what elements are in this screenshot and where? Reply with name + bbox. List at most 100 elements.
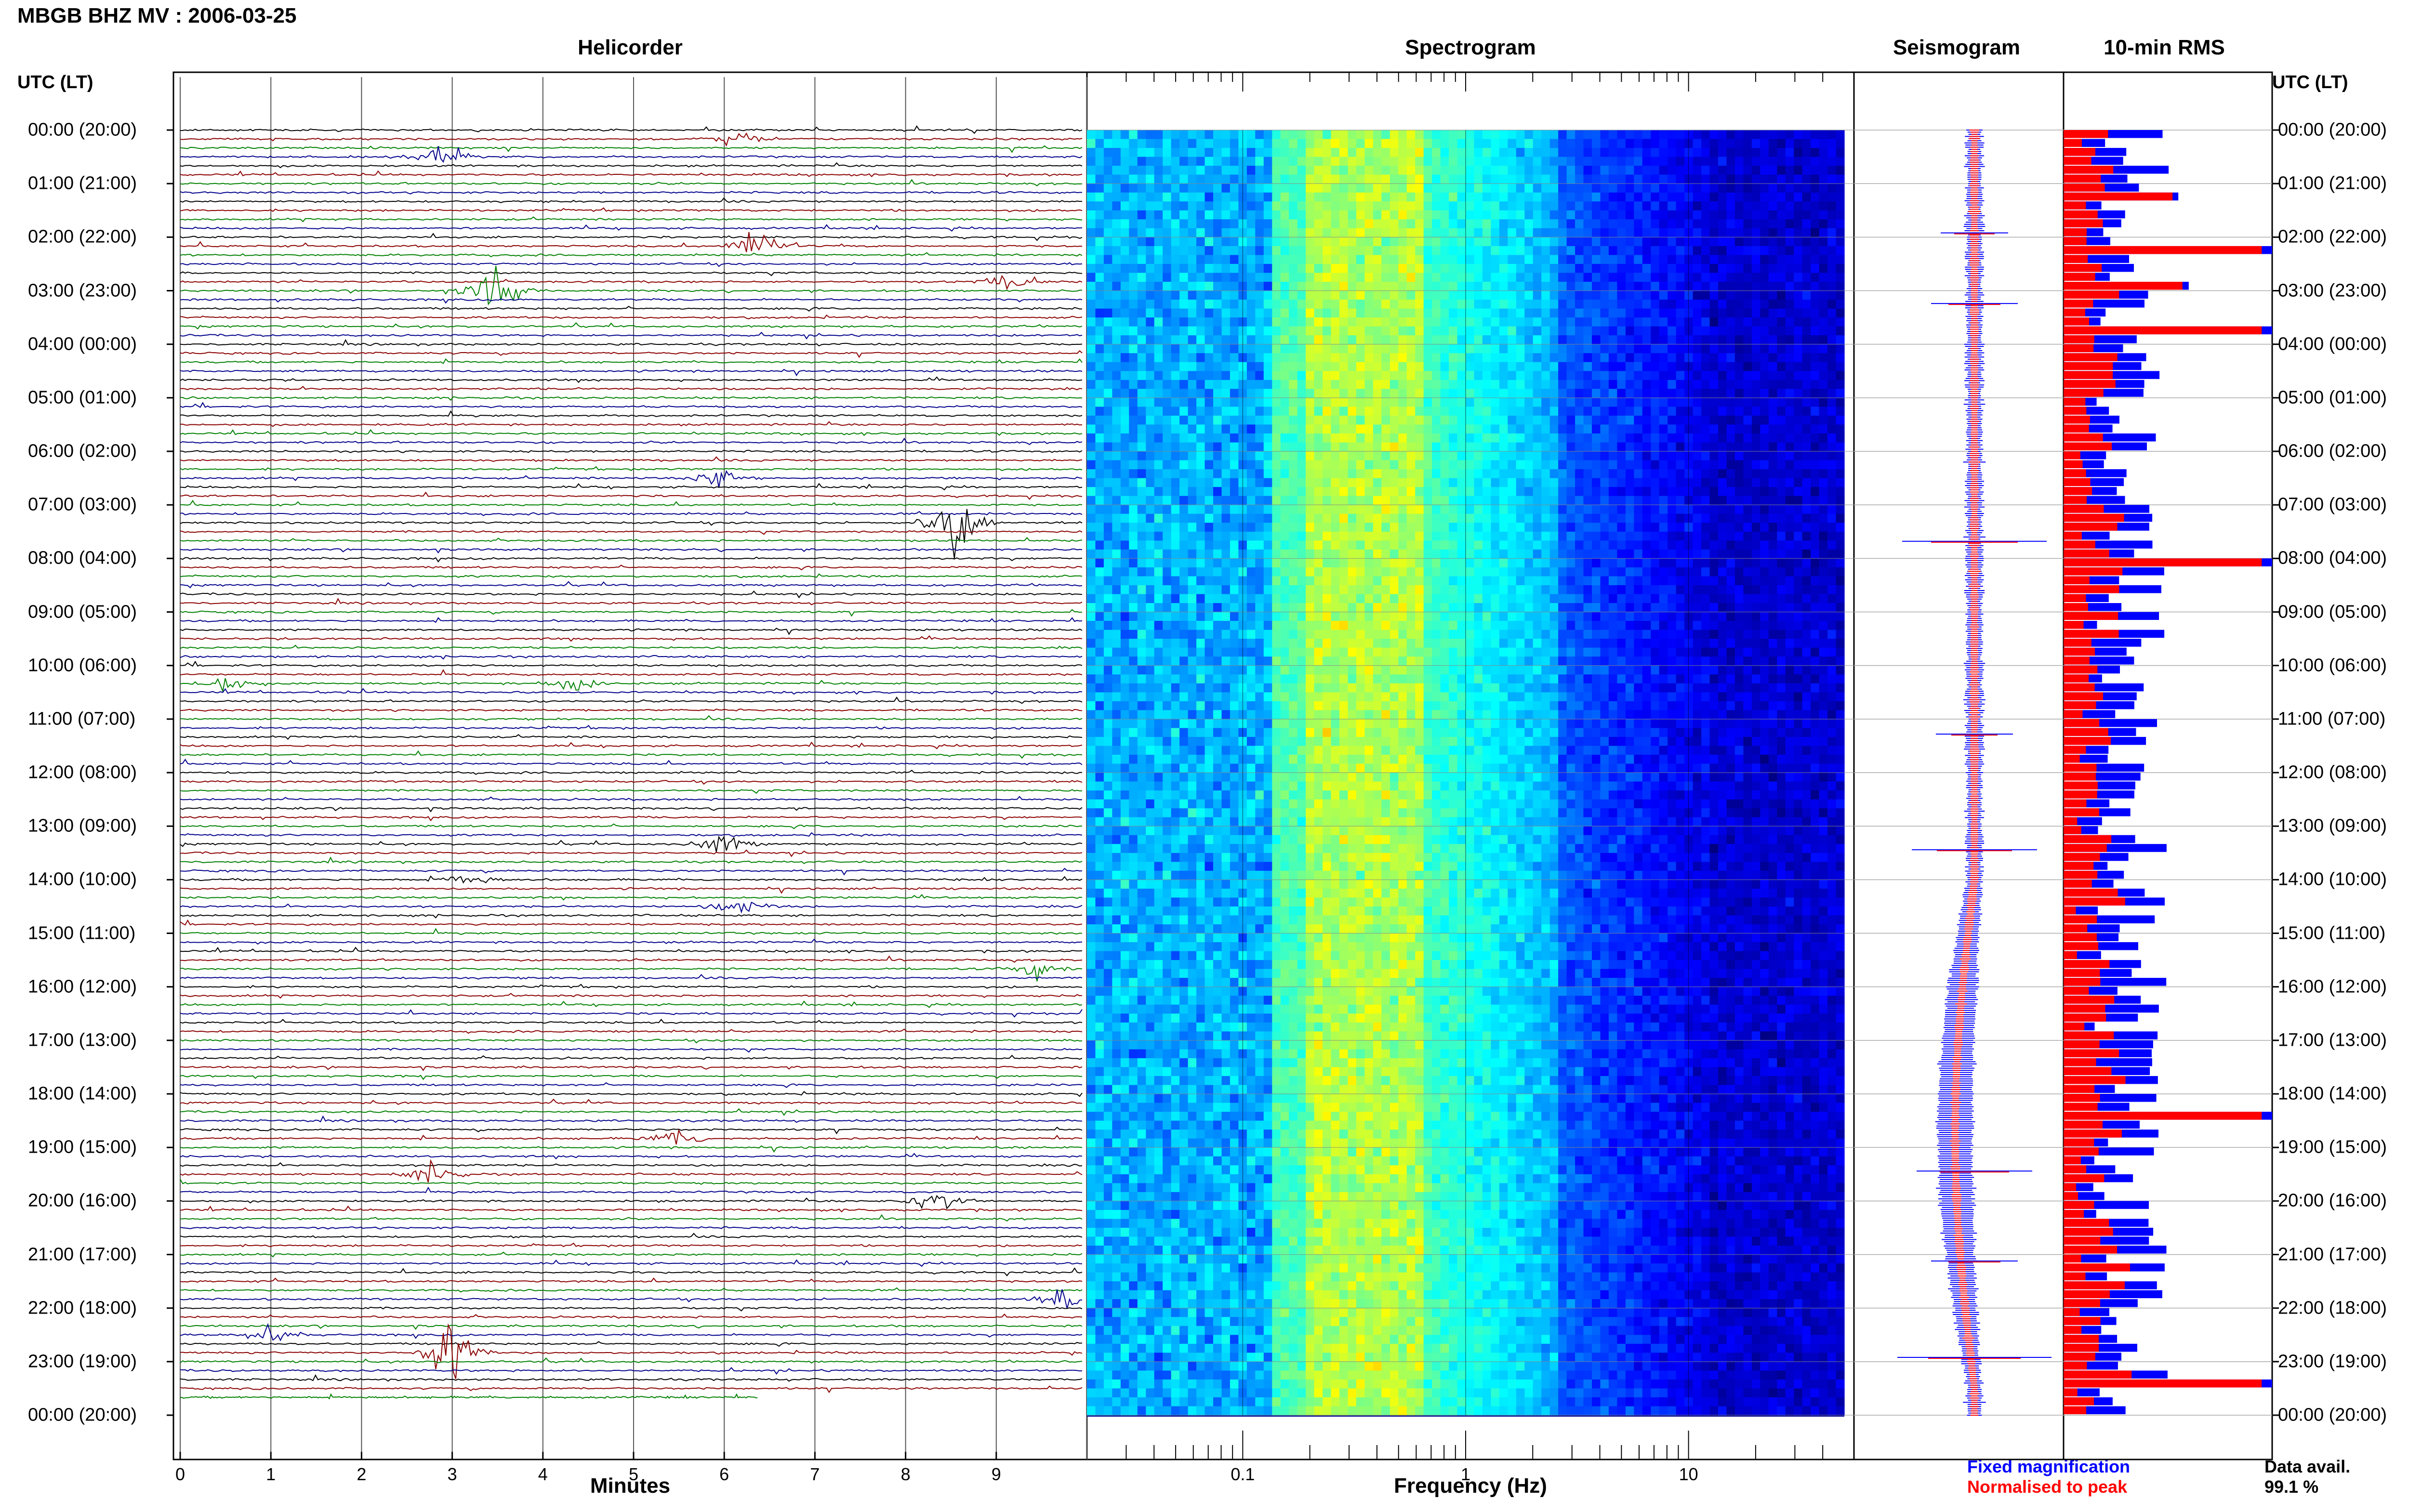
spectrogram-cell [1356, 451, 1365, 461]
spectrogram-cell [1213, 469, 1222, 479]
spectrogram-cell [1549, 362, 1559, 371]
helicorder-trace [180, 973, 1083, 980]
spectrogram-cell [1129, 255, 1138, 264]
spectrogram-cell [1415, 460, 1424, 470]
spectrogram-cell [1549, 549, 1559, 559]
spectrogram-cell [1651, 549, 1660, 559]
spectrogram-cell [1103, 353, 1112, 363]
spectrogram-cell [1743, 174, 1752, 184]
spectrogram-cell [1297, 567, 1306, 577]
spectrogram-cell [1524, 496, 1534, 505]
spectrogram-cell [1608, 157, 1617, 166]
spectrogram-cell [1541, 585, 1550, 594]
spectrogram-cell [1306, 523, 1315, 532]
spectrogram-cell [1777, 157, 1786, 166]
spectrogram-cell [1743, 228, 1752, 237]
spectrogram-cell [1549, 326, 1559, 336]
spectrogram-cell [1575, 166, 1584, 175]
spectrogram-cell [1508, 326, 1517, 336]
left-time-label: 02:00 (22:00) [28, 226, 137, 247]
spectrogram-cell [1381, 273, 1390, 282]
spectrogram-cell [1087, 505, 1096, 514]
spectrogram-cell [1508, 246, 1517, 255]
spectrogram-cell [1794, 130, 1803, 140]
spectrogram-cell [1348, 549, 1357, 559]
spectrogram-cell [1289, 380, 1298, 389]
spectrogram-cell [1768, 273, 1777, 282]
spectrogram-cell [1373, 228, 1382, 237]
spectrogram-cell [1491, 505, 1500, 514]
spectrogram-cell [1348, 585, 1357, 594]
spectrogram-cell [1625, 567, 1634, 577]
spectrogram-cell [1734, 505, 1744, 514]
spectrogram-cell [1802, 576, 1811, 586]
spectrogram-cell [1482, 174, 1491, 184]
spectrogram-cell [1642, 362, 1651, 371]
spectrogram-cell [1743, 192, 1752, 202]
spectrogram-cell [1499, 237, 1508, 247]
spectrogram-cell [1103, 549, 1112, 559]
helicorder-trace [180, 565, 1083, 571]
spectrogram-cell [1617, 184, 1626, 193]
spectrogram-cell [1120, 317, 1129, 327]
spectrogram-cell [1466, 371, 1475, 381]
spectrogram-cell [1230, 192, 1239, 202]
spectrogram-cell [1204, 273, 1214, 282]
spectrogram-cell [1482, 478, 1491, 487]
spectrogram-cell [1651, 585, 1660, 594]
spectrogram-cell [1163, 157, 1172, 166]
spectrogram-cell [1508, 353, 1517, 363]
spectrogram-cell [1188, 228, 1197, 237]
spectrogram-cell [1263, 407, 1272, 416]
spectrogram-cell [1457, 335, 1466, 345]
spectrogram-cell [1230, 567, 1239, 577]
spectrogram-cell [1406, 389, 1416, 398]
spectrogram-cell [1154, 317, 1163, 327]
spectrogram-cell [1137, 451, 1146, 461]
spectrogram-cell [1440, 130, 1449, 140]
spectrogram-cell [1474, 433, 1483, 443]
spectrogram-cell [1137, 397, 1146, 407]
spectrogram-cell [1466, 362, 1475, 371]
spectrogram-cell [1246, 451, 1256, 461]
spectrogram-cell [1524, 308, 1534, 318]
spectrogram-cell [1289, 344, 1298, 354]
spectrogram-cell [1659, 362, 1668, 371]
spectrogram-cell [1432, 469, 1441, 479]
helicorder-trace [180, 823, 1083, 829]
spectrogram-cell [1364, 469, 1374, 479]
spectrogram-cell [1120, 335, 1129, 345]
spectrogram-cell [1432, 380, 1441, 389]
spectrogram-cell [1129, 148, 1138, 158]
spectrogram-cell [1533, 540, 1542, 550]
spectrogram-cell [1794, 558, 1803, 568]
spectrogram-cell [1246, 496, 1256, 505]
spectrogram-cell [1314, 523, 1323, 532]
spectrogram-cell [1171, 371, 1180, 381]
spectrogram-cell [1768, 246, 1777, 255]
spectrogram-cell [1398, 174, 1407, 184]
spectrogram-cell [1474, 184, 1483, 193]
spectrogram-cell [1659, 166, 1668, 175]
spectrogram-cell [1634, 424, 1643, 434]
spectrogram-cell [1306, 148, 1315, 158]
left-time-label: 08:00 (04:00) [28, 548, 137, 568]
spectrogram-cell [1491, 219, 1500, 229]
spectrogram-cell [1314, 219, 1323, 229]
spectrogram-cell [1095, 540, 1104, 550]
spectrogram-cell [1255, 246, 1264, 255]
spectrogram-cell [1373, 184, 1382, 193]
spectrogram-cell [1482, 407, 1491, 416]
helicorder-trace [180, 207, 1083, 212]
spectrogram-cell [1112, 255, 1121, 264]
spectrogram-cell [1323, 174, 1332, 184]
spectrogram-cell [1642, 157, 1651, 166]
spectrogram-cell [1785, 237, 1794, 247]
spectrogram-cell [1196, 558, 1205, 568]
spectrogram-cell [1339, 460, 1349, 470]
spectrogram-cell [1331, 157, 1340, 166]
spectrogram-cell [1154, 389, 1163, 398]
spectrogram-cell [1129, 469, 1138, 479]
spectrogram-cell [1339, 389, 1349, 398]
spectrogram-cell [1230, 335, 1239, 345]
